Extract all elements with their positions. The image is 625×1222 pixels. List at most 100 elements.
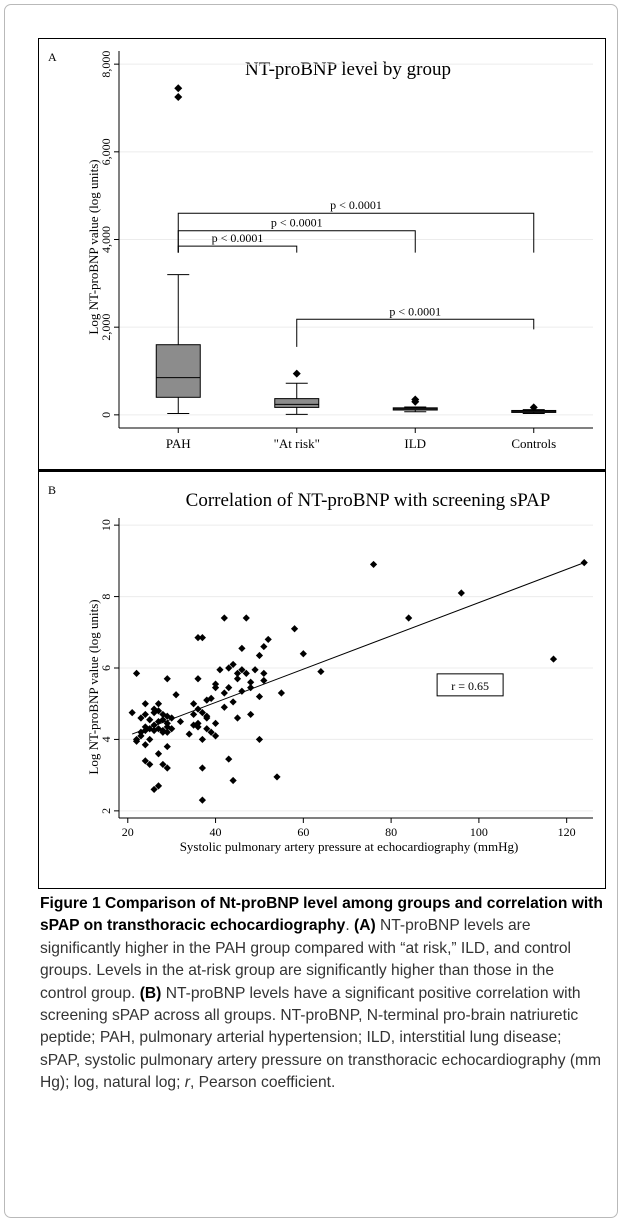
scatter-point xyxy=(194,634,202,642)
scatter-point xyxy=(225,664,233,672)
scatter-point xyxy=(146,760,154,769)
panel-b-label: B xyxy=(48,483,56,497)
scatter-point xyxy=(220,703,228,711)
scatter-point xyxy=(317,667,325,676)
chart-a-plot: 0 2,000 4,000 6,000 8,000 PAH "At risk" ILD Cont… xyxy=(99,51,593,451)
scatter-point xyxy=(190,700,198,708)
chart-b-xtick-label: 100 xyxy=(470,825,488,839)
caption-title: Figure 1 Comparison of Nt-proBNP level a… xyxy=(40,895,603,935)
box-iqr xyxy=(155,344,201,398)
scatter-point xyxy=(150,705,158,713)
scatter-point xyxy=(198,634,206,642)
scatter-point xyxy=(290,625,299,633)
scatter-point xyxy=(141,710,149,719)
scatter-point xyxy=(163,764,171,772)
scatter-point xyxy=(163,675,171,683)
comparison-label: p < 0.0001 xyxy=(212,231,264,245)
chart-a-xtick-label: Controls xyxy=(511,436,556,451)
chart-b-xtick-label: 40 xyxy=(210,825,222,839)
scatter-point xyxy=(273,773,281,781)
scatter-point xyxy=(198,764,206,772)
scatter-point xyxy=(132,669,141,677)
scatter-point xyxy=(549,655,558,663)
scatter-point xyxy=(198,709,206,717)
scatter-point xyxy=(299,650,307,658)
chart-a-ytick-label: 2,000 xyxy=(99,314,113,341)
correlation-annotation: r = 0.65 xyxy=(451,679,489,693)
scatter-point xyxy=(247,710,255,719)
scatter-point xyxy=(277,689,285,697)
fit-line xyxy=(131,562,585,735)
scatter-point xyxy=(225,755,233,763)
comparison-label: p < 0.0001 xyxy=(389,304,441,318)
caption-r-symbol: r xyxy=(184,1074,190,1092)
scatter-point xyxy=(185,730,193,738)
chart-a-xtick-label: ILD xyxy=(404,436,426,451)
scatter-point xyxy=(176,717,185,726)
box-iqr xyxy=(274,398,320,408)
chart-b-ytick-label: 8 xyxy=(99,594,113,600)
chart-b-xtick-label: 60 xyxy=(297,825,309,839)
box-outlier xyxy=(529,403,538,412)
scatter-point xyxy=(132,737,141,745)
chart-b-ytick-label: 10 xyxy=(99,519,113,531)
chart-a-xtick-label: "At risk" xyxy=(274,436,320,451)
scatter-point xyxy=(229,698,237,706)
scatter-point xyxy=(233,675,242,683)
scatter-point xyxy=(163,728,171,736)
scatter-point xyxy=(141,700,149,708)
scatter-point xyxy=(211,684,220,692)
chart-a-ytick-label: 4,000 xyxy=(99,226,113,253)
box-outlier xyxy=(411,395,420,404)
scatter-point xyxy=(146,735,154,744)
scatter-point xyxy=(225,684,233,692)
scatter-point xyxy=(255,692,264,701)
chart-b-ytick-label: 2 xyxy=(99,808,113,814)
correlation-annotation-box xyxy=(436,673,504,697)
scatter-point xyxy=(163,742,171,751)
comparison-label: p < 0.0001 xyxy=(271,216,323,230)
chart-a-ytick-label: 6,000 xyxy=(99,138,113,165)
scatter-point xyxy=(242,614,250,622)
scatter-point xyxy=(233,714,242,722)
scatter-point xyxy=(146,716,154,724)
scatter-point xyxy=(369,560,378,569)
scatter-point xyxy=(238,666,246,674)
scatter-point xyxy=(159,716,167,724)
scatter-point xyxy=(216,666,224,674)
scatter-point xyxy=(220,689,228,697)
scatter-point xyxy=(154,700,163,708)
caption-tail: , Pearson coefficient. xyxy=(189,1074,336,1092)
scatter-point xyxy=(137,732,145,740)
scatter-point xyxy=(457,589,465,597)
scatter-point xyxy=(233,669,242,677)
scatter-point xyxy=(154,750,163,758)
caption-panel-b-label: (B) xyxy=(139,984,162,1002)
scatter-point xyxy=(211,719,220,727)
scatter-point xyxy=(207,694,215,702)
scatter-point xyxy=(247,678,255,686)
scatter-point xyxy=(154,707,163,715)
chart-a-ytick-label: 8,000 xyxy=(99,51,113,78)
figure-charts: A NT-proBNP level by group Log NT-proBNP… xyxy=(48,50,593,854)
scatter-point xyxy=(198,796,206,804)
scatter-point xyxy=(128,709,136,717)
comparison-bracket xyxy=(177,212,535,253)
scatter-point xyxy=(198,735,206,744)
chart-a-xtick-label: PAH xyxy=(166,436,191,451)
scatter-point xyxy=(141,741,149,749)
scatter-point xyxy=(251,666,259,674)
chart-b-ylabel: Log NT-proBNP value (log units) xyxy=(86,599,101,774)
caption-panel-a-text: NT-proBNP levels are significantly highe… xyxy=(40,917,572,1002)
chart-b-ytick-label: 4 xyxy=(99,736,113,742)
scatter-point xyxy=(168,725,176,733)
scatter-point xyxy=(141,757,149,765)
scatter-point xyxy=(150,785,158,794)
caption-panel-a-label: (A) xyxy=(354,917,376,935)
scatter-point xyxy=(260,642,268,651)
figure-caption: Figure 1 Comparison of Nt-proBNP level a… xyxy=(40,893,605,1095)
chart-a-title: NT-proBNP level by group xyxy=(245,59,451,80)
scatter-point xyxy=(260,669,268,677)
chart-b-xtick-label: 80 xyxy=(385,825,397,839)
box-outlier xyxy=(292,369,301,378)
